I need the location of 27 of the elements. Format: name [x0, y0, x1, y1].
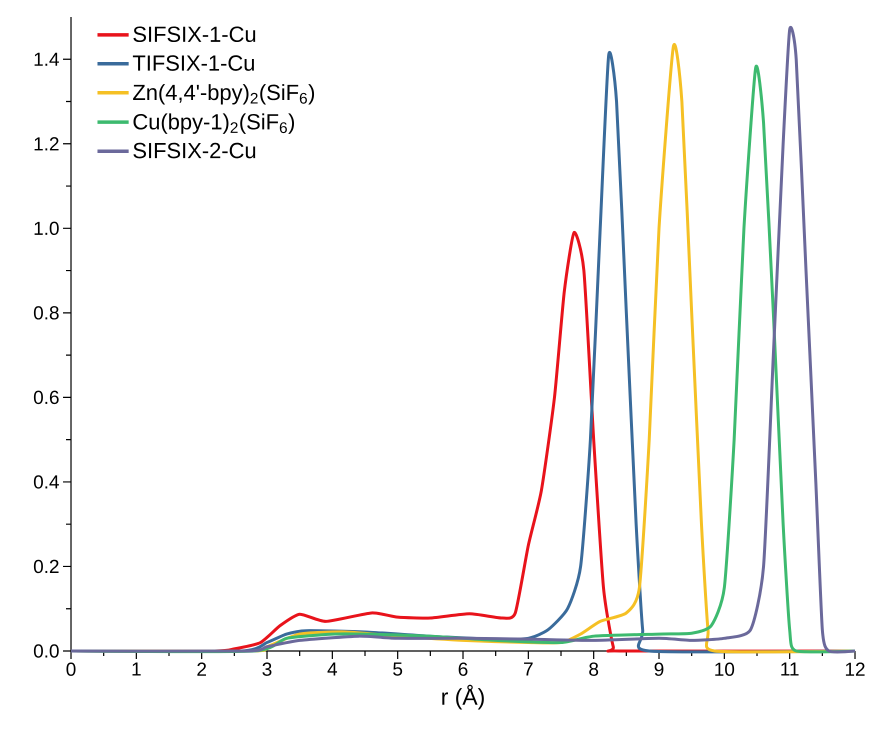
y-tick-label: 0.8 [34, 306, 59, 320]
x-tick-label: 9 [654, 662, 664, 676]
x-tick-label: 6 [458, 662, 468, 676]
y-tick-label: 1.4 [34, 52, 59, 66]
x-tick-label: 8 [589, 662, 598, 676]
legend-label: SIFSIX-1-Cu [133, 26, 256, 42]
x-tick-label: 4 [328, 662, 338, 676]
x-tick-label: 7 [524, 662, 533, 676]
legend-label: TIFSIX-1-Cu [132, 55, 254, 71]
x-tick-label: 0 [66, 662, 76, 676]
y-tick-label: 0.2 [34, 560, 59, 574]
y-tick-label: 0.6 [34, 390, 59, 404]
legend-label: Cu(bpy-1)$_{2}$(SiF$_{6}$) [134, 113, 294, 134]
x-tick-label: 1 [132, 662, 141, 676]
y-tick-label: 0.4 [34, 475, 59, 489]
x-axis-title: r (Å) [442, 684, 484, 710]
x-tick-label: 10 [715, 662, 734, 676]
x-tick-label: 11 [781, 662, 799, 676]
legend-label: SIFSIX-2-Cu [133, 142, 256, 158]
y-tick-label: 0.0 [34, 644, 59, 658]
x-tick-label: 2 [197, 662, 206, 676]
x-tick-label: 3 [262, 662, 272, 676]
y-tick-label: 1.2 [34, 137, 59, 150]
y-tick-label: 1.0 [34, 222, 59, 236]
legend-label: Zn(4,4'-bpy)$_{2}$(SiF$_{6}$) [133, 84, 314, 105]
x-tick-label: 12 [846, 662, 865, 676]
x-tick-label: 5 [393, 662, 402, 676]
